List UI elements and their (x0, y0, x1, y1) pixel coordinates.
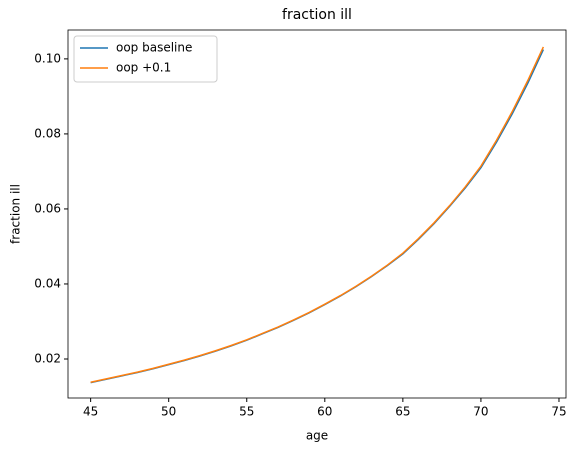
y-tick-label: 0.02 (34, 351, 61, 365)
x-tick-label: 70 (473, 405, 488, 419)
plot-frame (67, 29, 567, 399)
legend-box (73, 35, 218, 83)
x-axis-label: age (306, 429, 328, 443)
y-tick-label: 0.06 (34, 201, 61, 215)
legend-label: oop baseline (116, 41, 192, 55)
series-line (90, 46, 545, 383)
y-tick-label: 0.08 (34, 126, 61, 140)
y-axis-label: fraction ill (9, 184, 23, 244)
series-line (90, 49, 545, 384)
legend-label: oop +0.1 (116, 61, 171, 75)
y-tick-label: 0.04 (34, 276, 61, 290)
x-tick-label: 65 (395, 405, 410, 419)
x-tick-label: 45 (83, 405, 98, 419)
chart-title: fraction ill (282, 7, 352, 23)
y-tick-label: 0.10 (34, 51, 61, 65)
x-tick-label: 50 (161, 405, 176, 419)
x-tick-label: 75 (551, 405, 566, 419)
x-tick-label: 60 (317, 405, 332, 419)
x-tick-label: 55 (239, 405, 254, 419)
